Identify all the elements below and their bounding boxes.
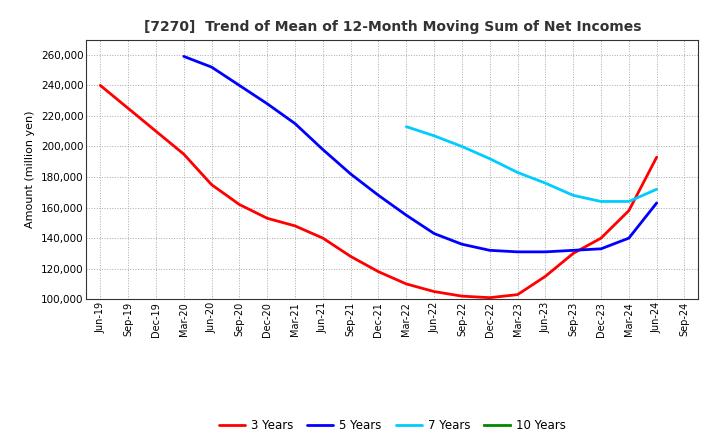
Y-axis label: Amount (million yen): Amount (million yen) (25, 110, 35, 228)
3 Years (235, 202, 243, 207)
3 Years (402, 281, 410, 286)
3 Years (652, 154, 661, 160)
5 Years (652, 200, 661, 205)
3 Years (374, 269, 383, 275)
Line: 3 Years: 3 Years (100, 85, 657, 298)
5 Years (263, 101, 271, 106)
5 Years (458, 242, 467, 247)
3 Years (318, 235, 327, 241)
3 Years (430, 289, 438, 294)
5 Years (374, 193, 383, 198)
5 Years (485, 248, 494, 253)
5 Years (513, 249, 522, 254)
5 Years (318, 147, 327, 152)
7 Years (541, 180, 550, 186)
3 Years (624, 208, 633, 213)
5 Years (291, 121, 300, 126)
3 Years (541, 274, 550, 279)
7 Years (597, 199, 606, 204)
3 Years (569, 251, 577, 256)
5 Years (207, 64, 216, 70)
3 Years (263, 216, 271, 221)
7 Years (458, 144, 467, 149)
Line: 7 Years: 7 Years (406, 127, 657, 202)
5 Years (179, 54, 188, 59)
5 Years (569, 248, 577, 253)
7 Years (485, 156, 494, 161)
Line: 5 Years: 5 Years (184, 56, 657, 252)
5 Years (541, 249, 550, 254)
Title: [7270]  Trend of Mean of 12-Month Moving Sum of Net Incomes: [7270] Trend of Mean of 12-Month Moving … (144, 20, 641, 34)
3 Years (346, 254, 355, 259)
5 Years (597, 246, 606, 251)
5 Years (235, 83, 243, 88)
7 Years (430, 133, 438, 139)
7 Years (569, 193, 577, 198)
3 Years (152, 128, 161, 134)
5 Years (402, 213, 410, 218)
3 Years (124, 106, 132, 111)
7 Years (624, 199, 633, 204)
3 Years (513, 292, 522, 297)
7 Years (513, 170, 522, 175)
3 Years (458, 293, 467, 299)
Legend: 3 Years, 5 Years, 7 Years, 10 Years: 3 Years, 5 Years, 7 Years, 10 Years (214, 414, 571, 436)
3 Years (179, 151, 188, 157)
5 Years (624, 235, 633, 241)
3 Years (291, 223, 300, 228)
7 Years (652, 187, 661, 192)
5 Years (430, 231, 438, 236)
3 Years (485, 295, 494, 301)
3 Years (597, 235, 606, 241)
7 Years (402, 124, 410, 129)
3 Years (96, 83, 104, 88)
3 Years (207, 182, 216, 187)
5 Years (346, 171, 355, 176)
